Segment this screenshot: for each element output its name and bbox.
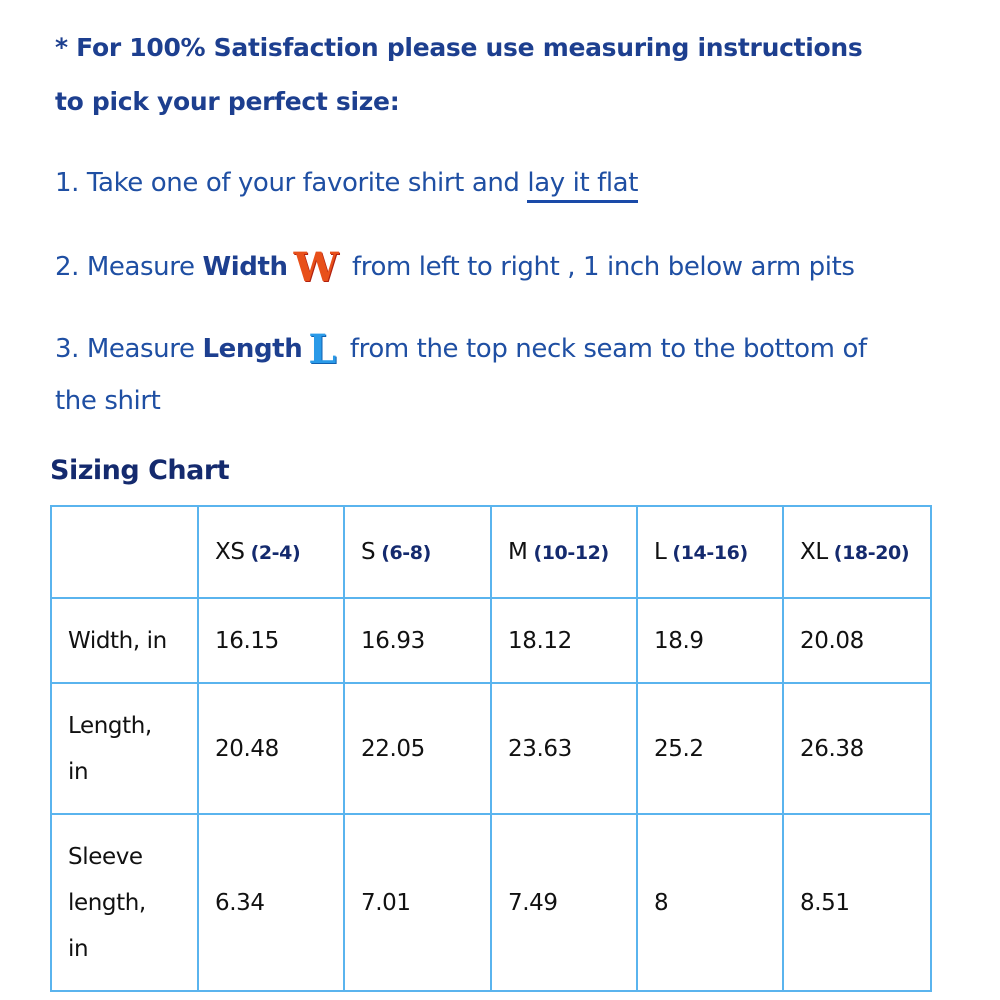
step-1-text: 1. Take one of your favorite shirt and <box>55 168 528 198</box>
step-2-suffix: from left to right , 1 inch below arm pi… <box>344 252 855 282</box>
table-cell: 22.05 <box>343 682 492 815</box>
size-label: XL <box>800 538 828 565</box>
step-3-prefix: 3. Measure <box>55 334 203 364</box>
header-cell: XS (2-4) <box>197 505 345 599</box>
intro-line-2: to pick your perfect size: <box>55 87 400 116</box>
header-cell: XL (18-20) <box>782 505 932 599</box>
table-cell: 16.15 <box>197 597 345 684</box>
table-cell: 23.63 <box>490 682 638 815</box>
width-w-icon: W <box>293 244 339 291</box>
intro-line-1: * For 100% Satisfaction please use measu… <box>55 33 863 62</box>
row-label-line: Length, <box>68 712 152 739</box>
table-cell: 18.9 <box>636 597 784 684</box>
table-cell: 20.08 <box>782 597 932 684</box>
sizing-chart-title: Sizing Chart <box>50 455 230 486</box>
row-label-line: Width, in <box>68 627 167 654</box>
size-range: (14-16) <box>672 541 748 564</box>
size-label: XS <box>215 538 245 565</box>
empty-header-cell <box>50 505 199 599</box>
length-label: Length <box>202 334 303 364</box>
row-label: Length, in <box>50 682 199 815</box>
lay-flat-text: lay it flat <box>527 168 638 203</box>
table-cell: 18.12 <box>490 597 638 684</box>
step-1: 1. Take one of your favorite shirt and l… <box>55 168 638 203</box>
header-cell: S (6-8) <box>343 505 492 599</box>
row-label: Width, in <box>50 597 199 684</box>
table-cell: 7.49 <box>490 813 638 992</box>
table-cell: 26.38 <box>782 682 932 815</box>
row-label-line: length, <box>68 889 146 916</box>
row-label-line: in <box>68 758 89 785</box>
size-label: M <box>508 538 528 565</box>
step-2-prefix: 2. Measure <box>55 252 203 282</box>
table-cell: 8 <box>636 813 784 992</box>
step-3: 3. Measure Length L from the top neck sea… <box>55 330 867 370</box>
size-label: S <box>361 538 376 565</box>
row-label-line: in <box>68 935 89 962</box>
size-label: L <box>654 538 667 565</box>
table-cell: 20.48 <box>197 682 345 815</box>
row-label-line: Sleeve <box>68 843 143 870</box>
header-cell: M (10-12) <box>490 505 638 599</box>
size-range: (10-12) <box>533 541 609 564</box>
width-label: Width <box>202 252 288 282</box>
sizing-table: XS (2-4) S (6-8) M (10-12) L (14-16) XL (18-2… <box>50 505 932 992</box>
table-row: Length, in 20.48 22.05 23.63 25.2 26.38 <box>50 682 932 815</box>
table-cell: 8.51 <box>782 813 932 992</box>
step-3-suffix: from the top neck seam to the bottom of <box>342 334 867 364</box>
table-cell: 6.34 <box>197 813 345 992</box>
table-cell: 25.2 <box>636 682 784 815</box>
table-cell: 16.93 <box>343 597 492 684</box>
table-cell: 7.01 <box>343 813 492 992</box>
size-range: (2-4) <box>250 541 301 564</box>
table-row: Sleeve length, in 6.34 7.01 7.49 8 8.51 <box>50 813 932 992</box>
step-2: 2. Measure Width W from left to right , 1… <box>55 248 855 288</box>
length-l-icon: L <box>308 326 337 373</box>
row-label: Sleeve length, in <box>50 813 199 992</box>
header-cell: L (14-16) <box>636 505 784 599</box>
table-header-row: XS (2-4) S (6-8) M (10-12) L (14-16) XL (18-2… <box>50 505 932 599</box>
step-3-continuation: the shirt <box>55 386 161 416</box>
size-range: (6-8) <box>381 541 431 564</box>
table-row: Width, in 16.15 16.93 18.12 18.9 20.08 <box>50 597 932 684</box>
size-range: (18-20) <box>833 541 910 564</box>
